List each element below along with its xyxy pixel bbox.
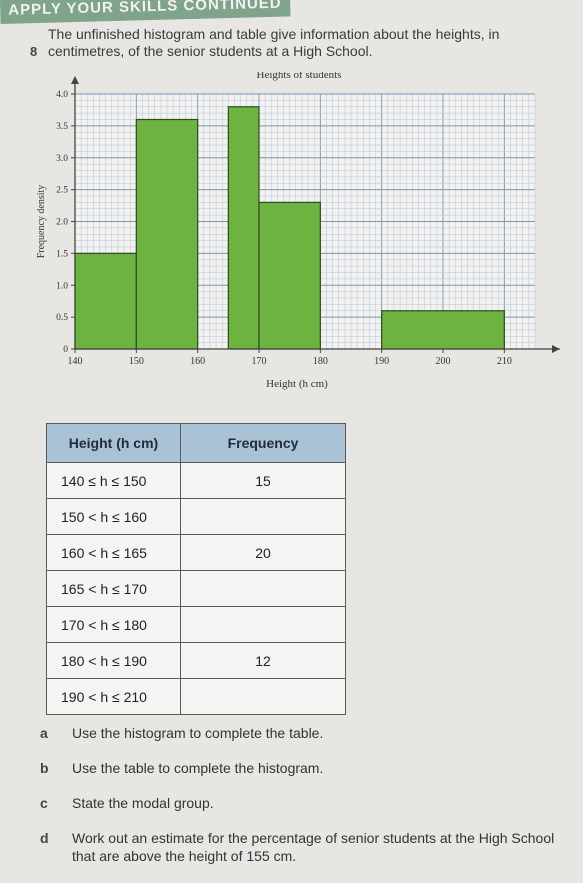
y-tick-label: 3.5 (56, 122, 68, 132)
part-text: Work out an estimate for the percentage … (72, 830, 555, 864)
part-text: State the modal group. (72, 795, 214, 811)
table-row: 160 < h ≤ 165 20 (46, 534, 346, 571)
part-b: b Use the table to complete the histogram… (40, 759, 560, 777)
frequency-cell (180, 570, 346, 607)
part-label: a (40, 725, 48, 741)
frequency-cell: 15 (180, 462, 346, 499)
x-tick-label: 150 (129, 356, 144, 367)
height-cell: 165 < h ≤ 170 (46, 570, 181, 607)
question-text: The unfinished histogram and table give … (48, 26, 500, 59)
histogram-bar (135, 118, 199, 350)
y-axis-label: Frequency density (36, 185, 47, 259)
x-tick-label: 160 (190, 356, 205, 367)
x-tick-label: 200 (436, 356, 451, 367)
height-cell: 150 < h ≤ 160 (46, 498, 181, 535)
part-d: d Work out an estimate for the percentage… (40, 829, 560, 865)
chart-title: Heights of students (257, 72, 342, 81)
y-axis-arrow (71, 76, 79, 84)
section-banner: APPLY YOUR SKILLS CONTINUED (0, 0, 291, 24)
frequency-cell: 12 (180, 642, 346, 679)
y-tick-label: 0.5 (56, 313, 68, 323)
part-text: Use the table to complete the histogram. (72, 760, 324, 776)
histogram-bar (227, 106, 260, 350)
y-tick-label: 1.0 (56, 281, 68, 291)
part-label: d (40, 830, 49, 846)
y-tick-label: 3.0 (56, 154, 68, 164)
table-header-row: Height (h cm) Frequency (46, 423, 346, 463)
part-a: a Use the histogram to complete the table… (40, 724, 560, 742)
height-cell: 190 < h ≤ 210 (46, 678, 181, 715)
y-tick-label: 2.5 (56, 186, 68, 196)
y-tick-label: 4.0 (56, 90, 68, 100)
x-axis-label: Height (h cm) (266, 378, 328, 390)
part-text: Use the histogram to complete the table. (72, 725, 324, 741)
frequency-cell: 20 (180, 534, 346, 571)
height-cell: 140 ≤ h ≤ 150 (46, 462, 181, 499)
height-cell: 170 < h ≤ 180 (46, 606, 181, 643)
y-tick-label: 1.5 (56, 249, 68, 259)
frequency-cell (180, 606, 346, 643)
frequency-cell (180, 678, 346, 715)
x-tick-label: 180 (313, 356, 328, 367)
histogram-bar (74, 252, 137, 350)
part-label: c (40, 795, 48, 811)
height-cell: 180 < h ≤ 190 (46, 642, 181, 679)
part-c: c State the modal group. (40, 794, 560, 812)
x-axis-arrow (552, 345, 560, 353)
frequency-table: Height (h cm) Frequency 140 ≤ h ≤ 150 15 … (46, 423, 346, 715)
frequency-cell (180, 498, 346, 535)
table-row: 190 < h ≤ 210 (46, 678, 346, 715)
header-frequency: Frequency (180, 423, 346, 463)
x-tick-label: 210 (497, 356, 512, 367)
table-row: 150 < h ≤ 160 (46, 498, 346, 535)
table-row: 165 < h ≤ 170 (46, 570, 346, 607)
histogram-bar (258, 201, 321, 350)
y-tick-label: 0 (63, 345, 68, 355)
part-label: b (40, 760, 49, 776)
height-cell: 160 < h ≤ 165 (46, 534, 181, 571)
histogram-bar (381, 310, 505, 350)
table-row: 170 < h ≤ 180 (46, 606, 346, 643)
header-height: Height (h cm) (46, 423, 181, 463)
table-row: 180 < h ≤ 190 12 (46, 642, 346, 679)
histogram-chart: 140 150 160 170 180 190 200 210 0 0.5 1.0 1.5 2.0 2.5… (36, 72, 560, 390)
y-tick-label: 2.0 (56, 218, 68, 228)
question-number: 8 (30, 44, 38, 59)
x-tick-label: 190 (374, 356, 389, 367)
table-row: 140 ≤ h ≤ 150 15 (46, 462, 346, 499)
question-parts: a Use the histogram to complete the table… (40, 724, 560, 882)
x-tick-label: 140 (68, 356, 83, 367)
x-tick-label: 170 (252, 356, 267, 367)
